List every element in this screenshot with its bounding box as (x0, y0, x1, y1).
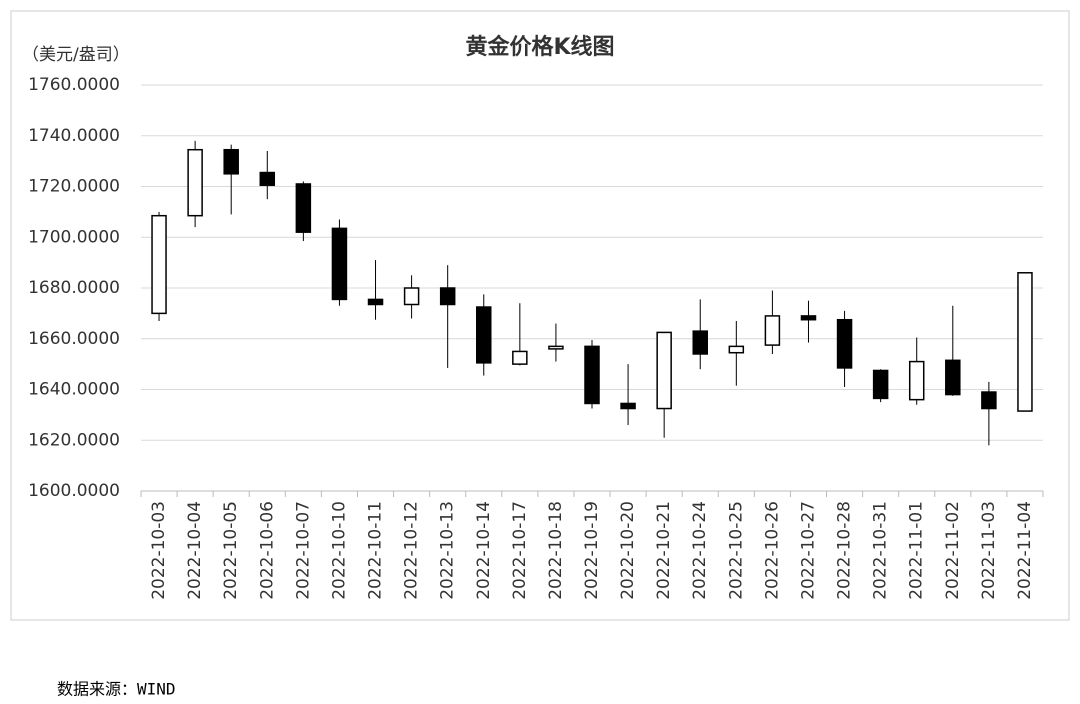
candle-body (223, 148, 239, 175)
x-tick-label: 2022-10-21 (654, 501, 674, 600)
candle-body (548, 345, 564, 350)
x-tick-label: 2022-10-10 (329, 501, 349, 600)
x-tick-label: 2022-10-25 (726, 501, 746, 600)
candle-body (331, 227, 348, 301)
x-tick-label: 2022-10-31 (871, 501, 891, 600)
y-tick-label: 1600.0000 (28, 481, 120, 501)
candle-body (584, 345, 600, 405)
candle-body (367, 298, 384, 306)
y-tick-label: 1720.0000 (28, 177, 120, 197)
x-tick-label: 2022-10-11 (366, 501, 386, 600)
x-tick-label: 2022-11-03 (979, 501, 999, 600)
candle-body (872, 369, 889, 400)
x-tick-label: 2022-10-13 (438, 501, 458, 600)
candle-body (439, 287, 456, 306)
y-tick-label: 1640.0000 (28, 380, 120, 400)
x-tick-label: 2022-10-04 (185, 501, 205, 600)
x-tick-label: 2022-10-24 (690, 501, 710, 600)
y-tick-label: 1620.0000 (28, 430, 120, 450)
x-tick-label: 2022-10-20 (618, 501, 638, 600)
candle-body (764, 315, 781, 346)
x-tick-label: 2022-11-02 (943, 501, 963, 600)
y-axis-unit: （美元/盎司） (22, 45, 130, 65)
y-tick-label: 1680.0000 (28, 278, 120, 298)
candle-body (1017, 272, 1033, 412)
x-tick-label: 2022-10-17 (510, 501, 530, 600)
x-tick-label: 2022-11-01 (907, 501, 927, 600)
x-tick-label: 2022-10-19 (582, 501, 602, 600)
candle-body (692, 330, 708, 355)
chart-title: 黄金价格K线图 (465, 34, 614, 60)
candle-body (908, 360, 925, 401)
candle-body (728, 345, 745, 354)
x-tick-label: 2022-10-27 (798, 501, 818, 600)
x-tick-label: 2022-11-04 (1015, 501, 1035, 600)
candle-body (187, 148, 203, 217)
candle-body (295, 183, 312, 233)
candle-body (403, 287, 420, 306)
source-note: 数据来源：WIND (57, 680, 176, 699)
candle-body (836, 318, 853, 369)
y-tick-label: 1700.0000 (28, 227, 120, 247)
x-tick-label: 2022-10-26 (762, 501, 782, 600)
x-tick-label: 2022-10-05 (221, 501, 241, 600)
x-tick-label: 2022-10-28 (835, 501, 855, 600)
y-tick-label: 1740.0000 (28, 126, 120, 146)
x-tick-label: 2022-10-14 (474, 501, 494, 600)
candle-body (981, 391, 997, 410)
candle-body (512, 350, 528, 365)
candle-body (656, 331, 672, 410)
candle-body (800, 315, 817, 321)
y-tick-label: 1660.0000 (28, 329, 120, 349)
candle-body (476, 306, 492, 364)
candle-body (945, 359, 961, 396)
x-tick-label: 2022-10-18 (546, 501, 566, 600)
x-tick-label: 2022-10-12 (402, 501, 422, 600)
y-tick-label: 1760.0000 (28, 75, 120, 95)
x-tick-label: 2022-10-06 (257, 501, 277, 600)
candle-body (620, 402, 636, 410)
x-tick-label: 2022-10-03 (149, 501, 169, 600)
chart-frame (10, 10, 1070, 621)
candle-body (259, 171, 276, 186)
candle-body (151, 214, 167, 315)
x-tick-label: 2022-10-07 (293, 501, 313, 600)
